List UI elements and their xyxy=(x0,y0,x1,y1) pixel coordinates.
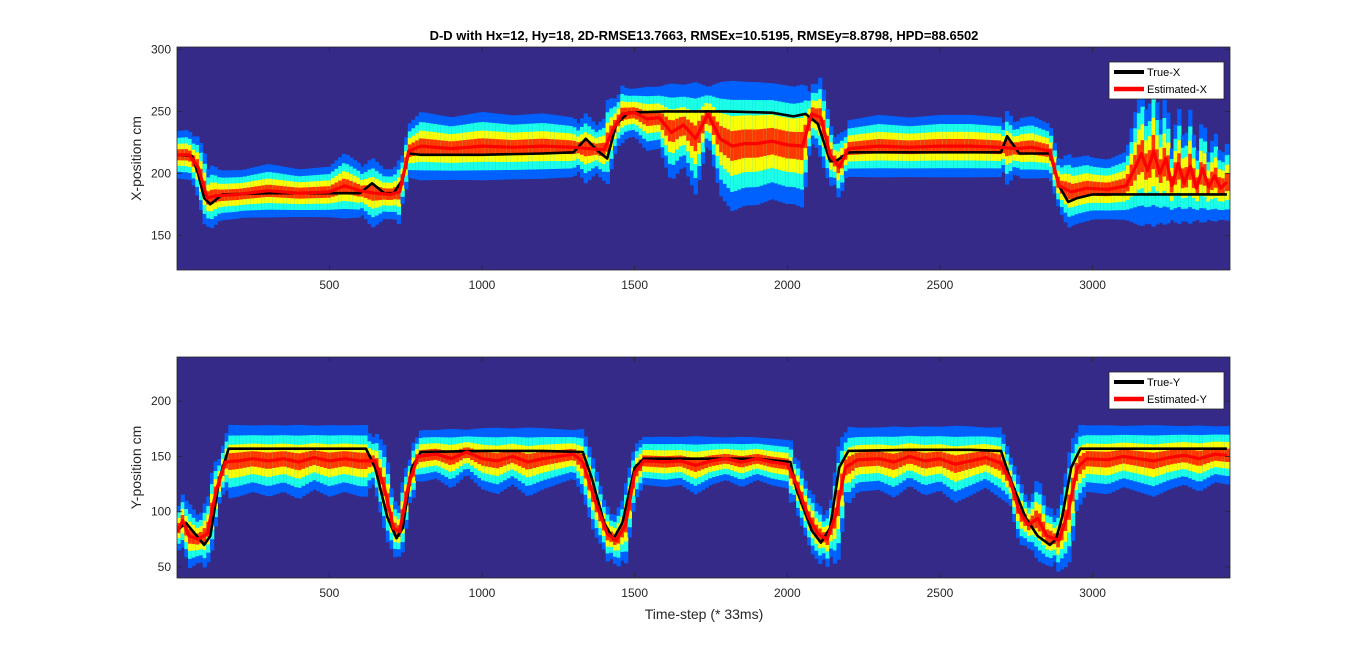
x-tick-label: 2000 xyxy=(774,278,801,292)
legend-box xyxy=(1108,371,1225,410)
y-tick-label: 100 xyxy=(151,505,171,519)
heatmap-cell xyxy=(1228,448,1230,463)
legend-entry-label: True-Y xyxy=(1147,377,1181,389)
x-position-panel: 500 1000 1500 2000 2500 3000 150 200 250 300 X-pos… xyxy=(128,42,1231,292)
series-line-estimated-x xyxy=(177,111,1229,200)
legend-box xyxy=(1108,61,1225,100)
x-tick-label: 2000 xyxy=(774,586,801,600)
x-tick-label: 500 xyxy=(319,586,339,600)
y-tick-label: 150 xyxy=(151,449,171,463)
legend-entry-label: Estimated-X xyxy=(1147,84,1208,96)
x-tick-label: 2500 xyxy=(927,586,954,600)
legend-entry-label: True-X xyxy=(1147,67,1181,79)
series-line-estimated-y xyxy=(177,450,1228,542)
axes-frame xyxy=(176,356,1231,579)
x-tick-label: 1000 xyxy=(469,586,496,600)
legend: True-X Estimated-X xyxy=(1108,61,1225,100)
x-tick-label: 1500 xyxy=(621,586,648,600)
y-axis-label: X-position cm xyxy=(128,116,144,201)
x-tick-label: 1500 xyxy=(621,278,648,292)
x-tick-label: 500 xyxy=(319,278,339,292)
x-tick-label: 3000 xyxy=(1079,586,1106,600)
x-tick-label: 3000 xyxy=(1079,278,1106,292)
y-axis-label: Y-position cm xyxy=(128,426,144,510)
y-tick-label: 250 xyxy=(151,104,171,118)
y-tick-label: 150 xyxy=(151,228,171,242)
y-position-panel: 500 1000 1500 2000 2500 3000 50 100 150 200 Y-posi… xyxy=(128,356,1231,600)
top-chart-title: D-D with Hx=12, Hy=18, 2D-RMSE13.7663, R… xyxy=(430,28,979,43)
heatmap-cell xyxy=(1224,448,1230,462)
y-tick-label: 200 xyxy=(151,166,171,180)
x-tick-label: 1000 xyxy=(469,278,496,292)
legend: True-Y Estimated-Y xyxy=(1108,371,1225,410)
y-tick-label: 200 xyxy=(151,394,171,408)
axes-frame xyxy=(176,46,1231,271)
heatmap-cell xyxy=(1228,173,1230,191)
y-tick-label: 50 xyxy=(158,560,172,574)
bottom-x-axis-label: Time-step (* 33ms) xyxy=(645,606,764,622)
y-tick-label: 300 xyxy=(151,42,171,56)
legend-entry-label: Estimated-Y xyxy=(1147,394,1208,406)
x-tick-label: 2500 xyxy=(927,278,954,292)
